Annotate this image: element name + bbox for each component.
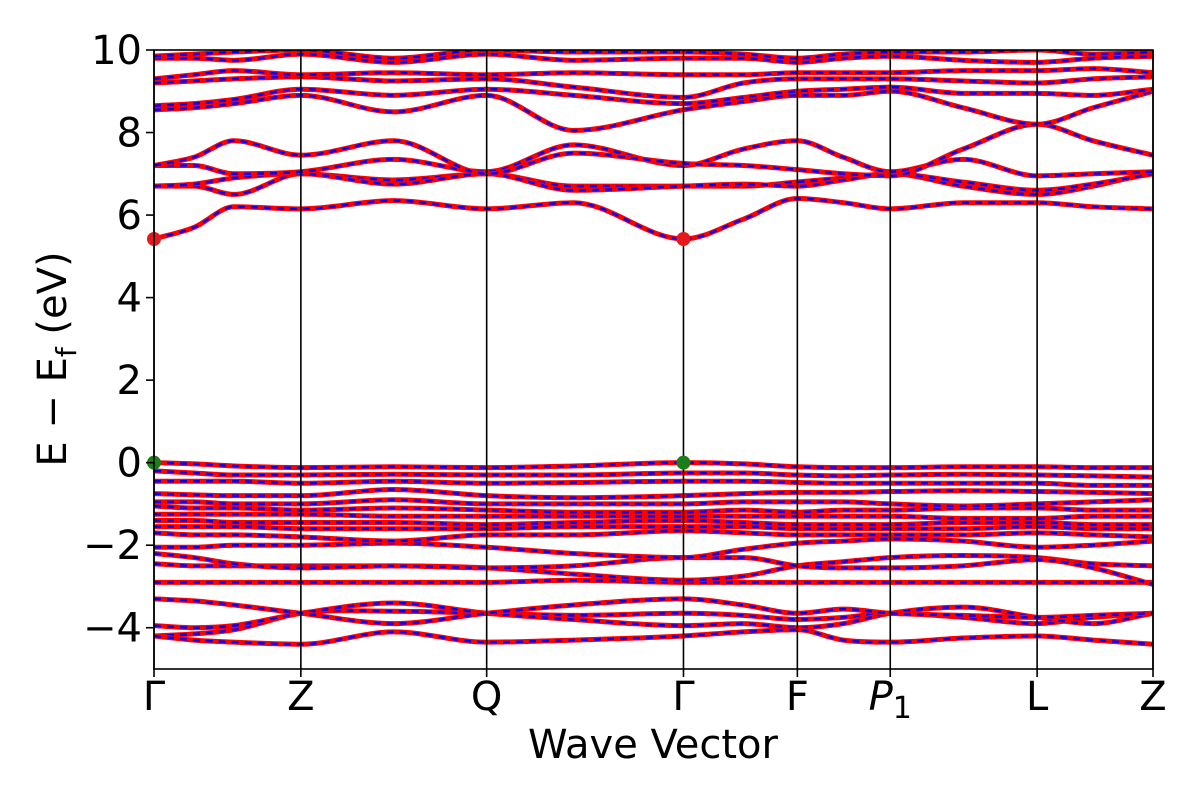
x-axis-title: Wave Vector bbox=[528, 722, 779, 768]
y-tick-label: 10 bbox=[91, 28, 142, 74]
y-axis: −4 −2 0 2 4 6 8 10 bbox=[83, 28, 154, 652]
y-axis-title: E − Ef (eV) bbox=[30, 251, 83, 466]
x-tick-label: F bbox=[786, 674, 809, 720]
band-line-dashed bbox=[154, 628, 1153, 646]
y-tick-label: −2 bbox=[83, 523, 142, 569]
band-line-dashed bbox=[154, 609, 1153, 638]
band-line-dashed bbox=[154, 513, 1153, 520]
x-tick-label: Q bbox=[471, 674, 502, 720]
x-tick-label: Z bbox=[287, 674, 314, 720]
y-axis-title-sub: f bbox=[50, 346, 83, 357]
y-axis-title-unit: (eV) bbox=[30, 251, 76, 347]
y-tick-label: 4 bbox=[117, 276, 142, 322]
band-line-dashed bbox=[154, 479, 1153, 487]
vbm-marker bbox=[676, 455, 691, 470]
band-line-dashed bbox=[154, 597, 1153, 625]
band-line-dashed bbox=[154, 525, 1153, 530]
band-line-dashed bbox=[154, 90, 1153, 132]
x-tick-label: Γ bbox=[143, 674, 166, 720]
band-line-dashed bbox=[154, 498, 1153, 508]
plot-frame bbox=[153, 49, 1154, 670]
band-line-dashed bbox=[154, 67, 1153, 81]
x-axis: Γ Z Q Γ F P1 L Z bbox=[143, 669, 1167, 726]
y-tick-label: 2 bbox=[117, 358, 142, 404]
band-line bbox=[154, 627, 1153, 647]
y-tick-label: 0 bbox=[117, 441, 142, 487]
y-tick-label: 8 bbox=[117, 111, 142, 157]
band-line-dashed bbox=[154, 579, 1153, 584]
markers-layer bbox=[147, 232, 691, 470]
band-line-dashed bbox=[154, 519, 1153, 526]
band-line-dashed bbox=[154, 469, 1153, 479]
band-line-dashed bbox=[154, 537, 1153, 559]
cbm-marker bbox=[676, 232, 691, 247]
x-tick-label: Γ bbox=[672, 674, 695, 720]
kpoint-lines bbox=[153, 50, 1154, 669]
band-line-dashed bbox=[154, 529, 1153, 543]
band-line-dashed bbox=[154, 552, 1153, 586]
band-line bbox=[154, 171, 1153, 193]
y-tick-label: 6 bbox=[117, 193, 142, 239]
band-line-dashed bbox=[154, 601, 1153, 629]
y-axis-title-main: E − E bbox=[30, 357, 76, 467]
bands-layer bbox=[154, 50, 1153, 647]
band-line-dashed bbox=[154, 85, 1153, 107]
band-line-dashed bbox=[154, 50, 1153, 60]
y-tick-label: −4 bbox=[83, 606, 142, 652]
x-tick-label: L bbox=[1026, 674, 1049, 720]
band-line-dashed bbox=[154, 75, 1153, 99]
band-line-dashed bbox=[154, 52, 1153, 64]
band-line-dashed bbox=[154, 461, 1153, 469]
band-line-dashed bbox=[154, 197, 1153, 241]
x-tick-label: Z bbox=[1139, 674, 1166, 720]
band-line-dashed bbox=[154, 554, 1153, 582]
band-line-dashed bbox=[154, 488, 1153, 499]
x-tick-label: P1 bbox=[869, 674, 912, 726]
